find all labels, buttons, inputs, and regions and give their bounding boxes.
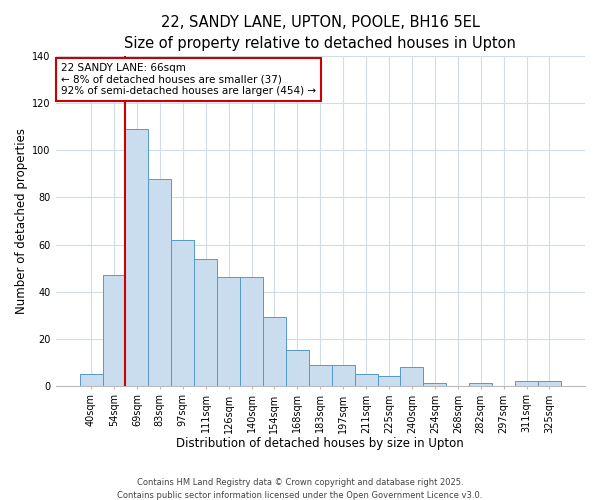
Bar	[194, 258, 217, 386]
Title: 22, SANDY LANE, UPTON, POOLE, BH16 5EL
Size of property relative to detached hou: 22, SANDY LANE, UPTON, POOLE, BH16 5EL S…	[124, 15, 516, 51]
Bar	[148, 178, 171, 386]
Bar	[400, 367, 424, 386]
Bar	[538, 381, 561, 386]
Bar	[469, 384, 492, 386]
Bar	[286, 350, 309, 386]
Bar	[103, 275, 125, 386]
X-axis label: Distribution of detached houses by size in Upton: Distribution of detached houses by size …	[176, 437, 464, 450]
Y-axis label: Number of detached properties: Number of detached properties	[15, 128, 28, 314]
Bar	[332, 364, 355, 386]
Bar	[515, 381, 538, 386]
Bar	[309, 364, 332, 386]
Bar	[377, 376, 400, 386]
Bar	[424, 384, 446, 386]
Text: Contains HM Land Registry data © Crown copyright and database right 2025.
Contai: Contains HM Land Registry data © Crown c…	[118, 478, 482, 500]
Bar	[217, 278, 240, 386]
Bar	[171, 240, 194, 386]
Bar	[240, 278, 263, 386]
Bar	[355, 374, 377, 386]
Bar	[125, 130, 148, 386]
Text: 22 SANDY LANE: 66sqm
← 8% of detached houses are smaller (37)
92% of semi-detach: 22 SANDY LANE: 66sqm ← 8% of detached ho…	[61, 63, 316, 96]
Bar	[80, 374, 103, 386]
Bar	[263, 318, 286, 386]
